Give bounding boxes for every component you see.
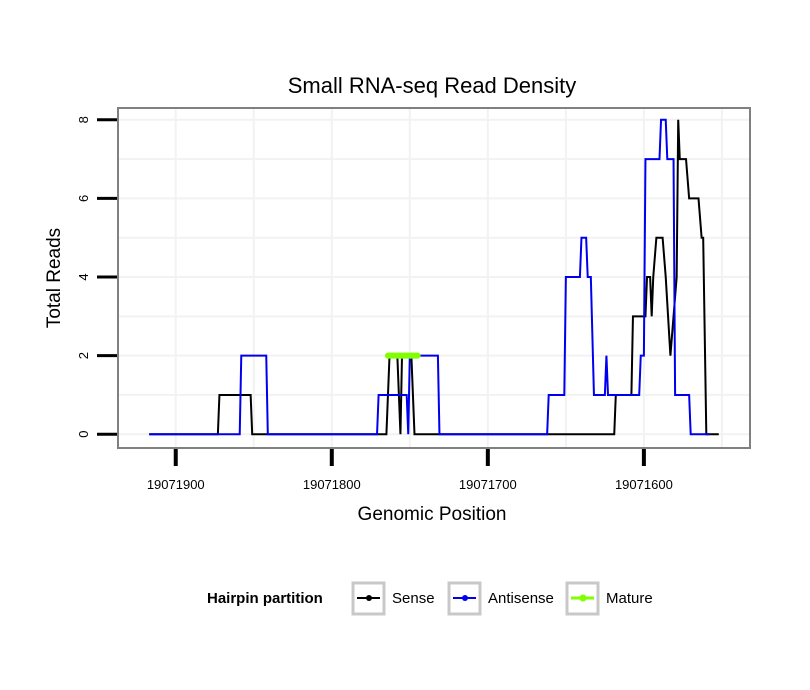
- x-axis-title: Genomic Position: [358, 504, 507, 525]
- legend-label-sense: Sense: [392, 590, 435, 607]
- grid: [118, 108, 750, 448]
- y-tick-label-4: 4: [76, 273, 91, 280]
- x-axis: 19071900 19071800 19071700 19071600: [147, 449, 673, 492]
- legend-item-antisense: Antisense: [447, 581, 554, 616]
- legend-item-sense: Sense: [351, 581, 435, 616]
- y-tick-label-2: 2: [76, 352, 91, 359]
- legend-item-mature: Mature: [565, 581, 653, 616]
- legend-swatch-dot-antisense: [462, 595, 468, 601]
- series-line-antisense: [149, 118, 710, 436]
- y-tick-label-8: 8: [76, 116, 91, 123]
- y-tick-label-6: 6: [76, 195, 91, 202]
- legend-label-mature: Mature: [606, 590, 653, 607]
- x-tick-label-19071600: 19071600: [615, 477, 673, 492]
- series-layer: [149, 118, 719, 436]
- plot-panel-border: [117, 107, 751, 449]
- x-tick-label-19071800: 19071800: [303, 477, 361, 492]
- y-tick-label-0: 0: [76, 431, 91, 438]
- legend-title: Hairpin partition: [207, 590, 323, 607]
- legend-swatch-dot-sense: [366, 595, 372, 601]
- x-tick-label-19071700: 19071700: [459, 477, 517, 492]
- legend: Hairpin partition Sense Antisense Mature: [207, 581, 653, 616]
- chart-title: Small RNA-seq Read Density: [288, 73, 577, 98]
- y-axis-title: Total Reads: [44, 228, 65, 328]
- legend-swatch-dot-mature: [579, 594, 587, 602]
- series-line-sense: [149, 119, 719, 436]
- legend-label-antisense: Antisense: [488, 590, 554, 607]
- y-axis: 0 2 4 6 8: [76, 116, 117, 438]
- x-tick-label-19071900: 19071900: [147, 477, 205, 492]
